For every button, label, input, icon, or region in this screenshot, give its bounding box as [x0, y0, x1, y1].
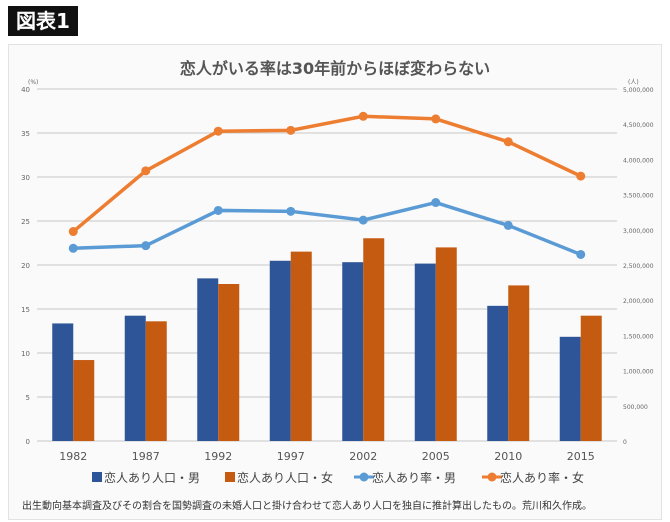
- x-tick-label: 2002: [349, 450, 377, 463]
- point-male-2002: [358, 215, 368, 225]
- bar-male-2010: [487, 305, 509, 441]
- point-male-2010: [503, 220, 513, 230]
- bar-female-1982: [73, 360, 95, 441]
- legend-swatch: [225, 472, 235, 482]
- point-female-2002: [358, 111, 368, 121]
- bar-female-1992: [218, 284, 240, 441]
- bar-male-1982: [52, 323, 74, 441]
- right-axis-unit: (人): [628, 79, 639, 86]
- bar-female-2010: [508, 285, 530, 441]
- right-tick-label: 1,000,000: [623, 369, 654, 376]
- point-male-1987: [141, 241, 151, 251]
- point-male-2005: [431, 198, 441, 208]
- left-tick-label: 40: [21, 86, 30, 94]
- right-tick-label: 5,000,000: [623, 87, 654, 94]
- bar-male-2005: [414, 263, 436, 441]
- chart-title: 恋人がいる率は30年前からほぼ変わらない: [180, 59, 490, 78]
- bar-female-2015: [580, 315, 602, 441]
- right-tick-label: 2,500,000: [623, 263, 654, 270]
- point-female-2010: [503, 137, 513, 147]
- x-tick-label: 1987: [132, 450, 160, 463]
- right-tick-label: 4,000,000: [623, 157, 654, 164]
- left-tick-label: 15: [21, 306, 30, 314]
- x-tick-label: 2005: [422, 450, 450, 463]
- left-tick-label: 0: [26, 438, 30, 446]
- bar-male-2002: [342, 262, 364, 441]
- point-female-2005: [431, 114, 441, 124]
- right-tick-label: 3,500,000: [623, 193, 654, 200]
- left-tick-label: 5: [26, 394, 30, 402]
- line-male: [73, 200, 582, 257]
- left-axis-unit: (%): [28, 79, 38, 86]
- legend-swatch: [92, 472, 102, 482]
- left-tick-label: 25: [21, 218, 30, 226]
- point-male-1992: [213, 205, 223, 215]
- bar-male-1987: [124, 315, 146, 441]
- x-tick-label: 1982: [59, 450, 87, 463]
- x-tick-label: 2010: [494, 450, 522, 463]
- point-female-1992: [213, 126, 223, 136]
- point-male-2015: [576, 249, 586, 259]
- right-tick-label: 500,000: [623, 404, 648, 411]
- source-note: 出生動向基本調査及びその割合を国勢調査の未婚人口と掛け合わせて恋人あり人口を独自…: [22, 501, 592, 512]
- point-female-1987: [141, 166, 151, 176]
- bar-female-1987: [145, 321, 167, 441]
- right-tick-label: 3,000,000: [623, 228, 654, 235]
- right-tick-label: 0: [623, 439, 627, 446]
- point-male-1982: [68, 243, 78, 253]
- legend-marker: [487, 472, 497, 482]
- bar-female-2002: [363, 238, 385, 441]
- bar-female-1997: [290, 251, 312, 441]
- x-tick-label: 2015: [567, 450, 595, 463]
- point-female-2015: [576, 171, 586, 181]
- legend-label: 恋人あり率・女: [500, 470, 584, 485]
- right-tick-label: 4,500,000: [623, 122, 654, 129]
- legend-label: 恋人あり率・男: [372, 470, 456, 485]
- point-female-1982: [68, 227, 78, 237]
- bar-male-2015: [559, 336, 581, 441]
- point-female-1997: [286, 125, 296, 135]
- legend-label: 恋人あり人口・男: [104, 470, 200, 485]
- line-female: [72, 114, 582, 233]
- bar-male-1997: [269, 260, 291, 441]
- x-tick-label: 1997: [277, 450, 305, 463]
- left-tick-label: 20: [21, 262, 30, 270]
- left-tick-label: 10: [21, 350, 30, 358]
- figure-label: 図表1: [8, 6, 78, 36]
- right-tick-label: 2,000,000: [623, 298, 654, 305]
- point-male-1997: [286, 206, 296, 216]
- legend-label: 恋人あり人口・女: [237, 470, 333, 485]
- left-tick-label: 35: [21, 130, 30, 138]
- bar-female-2005: [435, 247, 457, 441]
- right-tick-label: 1,500,000: [623, 333, 654, 340]
- x-tick-label: 1992: [204, 450, 232, 463]
- left-tick-label: 30: [21, 174, 30, 182]
- legend-marker: [359, 472, 369, 482]
- bar-male-1992: [197, 278, 219, 441]
